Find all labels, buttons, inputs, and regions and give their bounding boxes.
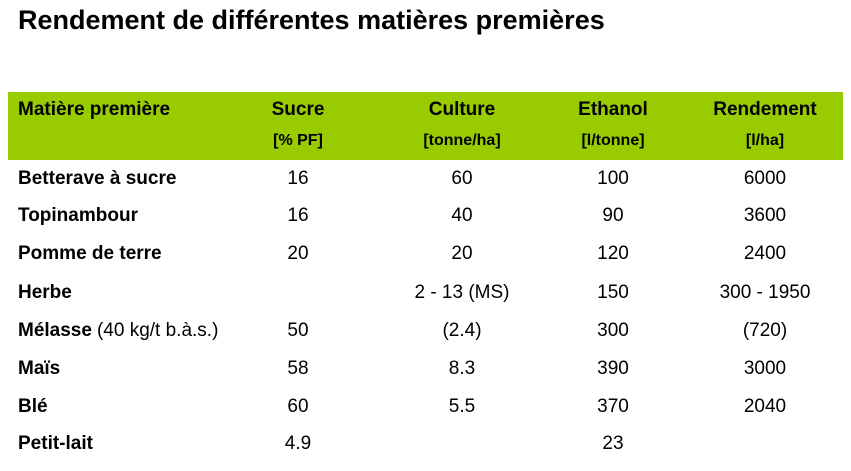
row-name: Blé: [18, 396, 48, 417]
cell: 300 - 1950: [720, 282, 811, 303]
cell: 23: [602, 433, 623, 454]
row-label: Blé: [18, 396, 48, 417]
row-name: Betterave à sucre: [18, 168, 176, 189]
cell: 5.5: [449, 396, 475, 417]
cell: 60: [287, 396, 308, 417]
row-name: Maïs: [18, 358, 60, 379]
cell: 2040: [744, 396, 786, 417]
cell: 390: [597, 358, 629, 379]
cell: 6000: [744, 168, 786, 189]
row-name: Topinambour: [18, 205, 139, 226]
row-label: Mélasse (40 kg/t b.à.s.): [18, 320, 218, 341]
cell: 20: [451, 243, 472, 264]
row-label: Pomme de terre: [18, 243, 162, 264]
cell: 8.3: [449, 358, 475, 379]
column-header: Matière première: [18, 99, 170, 120]
cell: 150: [597, 282, 629, 303]
cell: 16: [287, 168, 308, 189]
row-label: Maïs: [18, 358, 60, 379]
title: Rendement de différentes matières premiè…: [18, 5, 605, 35]
cell: 16: [287, 205, 308, 226]
cell: 4.9: [285, 433, 311, 454]
header-band: [8, 92, 843, 160]
cell: 120: [597, 243, 629, 264]
cell: 58: [287, 358, 308, 379]
row-note: (40 kg/t b.à.s.): [97, 320, 218, 341]
cell: 2 - 13 (MS): [414, 282, 509, 303]
column-header: Sucre: [272, 99, 325, 120]
column-header: Ethanol: [578, 99, 648, 120]
cell: 90: [602, 205, 623, 226]
cell: (2.4): [442, 320, 481, 341]
column-header: Rendement: [713, 99, 817, 120]
cell: 50: [287, 320, 308, 341]
row-label: Petit-lait: [18, 433, 94, 454]
cell: 40: [451, 205, 472, 226]
row-label: Betterave à sucre: [18, 168, 176, 189]
row-name: Herbe: [18, 282, 72, 303]
row-label: Topinambour: [18, 205, 139, 226]
row-name: Pomme de terre: [18, 243, 162, 264]
column-unit: [% PF]: [273, 132, 323, 149]
row-name: Mélasse: [18, 320, 92, 341]
cell: 2400: [744, 243, 786, 264]
cell: 3000: [744, 358, 786, 379]
cell: (720): [743, 320, 787, 341]
cell: 3600: [744, 205, 786, 226]
cell: 370: [597, 396, 629, 417]
cell: 100: [597, 168, 629, 189]
row-label: Herbe: [18, 282, 72, 303]
column-header: Culture: [429, 99, 496, 120]
cell: 20: [287, 243, 308, 264]
row-name: Petit-lait: [18, 433, 94, 454]
column-unit: [l/ha]: [746, 132, 784, 149]
cell: 60: [451, 168, 472, 189]
cell: 300: [597, 320, 629, 341]
column-unit: [tonne/ha]: [423, 132, 500, 149]
column-unit: [l/tonne]: [581, 132, 644, 149]
